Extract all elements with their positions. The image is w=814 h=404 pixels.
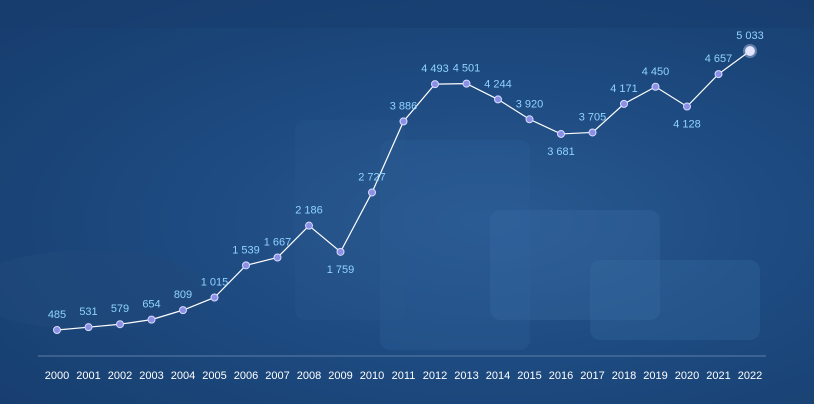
data-point-2015 bbox=[525, 115, 534, 124]
data-point-2017 bbox=[588, 128, 597, 137]
data-label-2001: 531 bbox=[79, 306, 97, 318]
x-tick-label-2019: 2019 bbox=[643, 370, 667, 382]
data-label-2018: 4 171 bbox=[610, 83, 638, 95]
x-tick-label-2013: 2013 bbox=[454, 370, 478, 382]
x-tick-label-2021: 2021 bbox=[706, 370, 730, 382]
data-point-2021 bbox=[714, 70, 723, 79]
data-label-2009: 1 759 bbox=[327, 264, 355, 276]
x-tick-label-2012: 2012 bbox=[423, 370, 447, 382]
data-point-2008 bbox=[305, 221, 313, 230]
x-tick-label-2020: 2020 bbox=[675, 370, 699, 382]
data-label-2017: 3 705 bbox=[579, 111, 607, 123]
x-tick-label-2009: 2009 bbox=[328, 370, 352, 382]
data-point-2018 bbox=[620, 99, 628, 108]
x-tick-label-2008: 2008 bbox=[297, 370, 321, 382]
x-tick-label-2004: 2004 bbox=[171, 370, 195, 382]
data-label-2003: 654 bbox=[142, 299, 160, 311]
data-point-2007 bbox=[273, 253, 282, 262]
x-tick-label-2015: 2015 bbox=[517, 370, 541, 382]
x-tick-label-2010: 2010 bbox=[360, 370, 384, 382]
data-label-2016: 3 681 bbox=[547, 146, 575, 158]
x-tick-label-2017: 2017 bbox=[580, 370, 604, 382]
data-point-2003 bbox=[147, 315, 156, 324]
data-label-2006: 1 539 bbox=[232, 244, 260, 256]
data-point-2016 bbox=[557, 129, 565, 138]
data-label-2000: 485 bbox=[48, 309, 66, 321]
data-point-2014 bbox=[494, 95, 502, 104]
data-point-2013 bbox=[462, 79, 471, 88]
data-label-2014: 4 244 bbox=[484, 78, 512, 90]
x-tick-label-2007: 2007 bbox=[265, 370, 289, 382]
data-point-2010 bbox=[368, 188, 376, 197]
data-point-2022 bbox=[745, 46, 755, 56]
data-labels: 485 531 579 654 809 1 015 1 539 1 667 2 186 1 759… bbox=[48, 30, 764, 321]
data-point-2001 bbox=[84, 323, 93, 332]
data-point-2006 bbox=[242, 261, 250, 270]
data-label-2021: 4 657 bbox=[705, 53, 733, 65]
x-tick-label-2022: 2022 bbox=[738, 370, 762, 382]
data-label-2019: 4 450 bbox=[642, 66, 670, 78]
data-point-2002 bbox=[116, 320, 124, 329]
x-tick-label-2003: 2003 bbox=[139, 370, 163, 382]
data-label-2005: 1 015 bbox=[201, 276, 229, 288]
x-tick-label-2011: 2011 bbox=[392, 370, 416, 382]
data-label-2007: 1 667 bbox=[264, 236, 292, 248]
data-label-2010: 2 727 bbox=[358, 171, 386, 183]
data-label-2013: 4 501 bbox=[453, 63, 481, 75]
x-tick-label-2001: 2001 bbox=[76, 370, 100, 382]
data-point-2005 bbox=[210, 293, 219, 302]
x-tick-label-2002: 2002 bbox=[108, 370, 132, 382]
x-tick-label-2018: 2018 bbox=[612, 370, 636, 382]
data-point-2020 bbox=[683, 102, 691, 111]
data-label-2012: 4 493 bbox=[421, 63, 449, 75]
series-line bbox=[56, 50, 751, 331]
data-point-2019 bbox=[651, 82, 660, 91]
data-point-2009 bbox=[336, 247, 345, 256]
x-tick-labels: 2000 2001 2002 2003 2004 2005 2006 2007 2008 2009… bbox=[45, 370, 762, 382]
x-tick-label-2006: 2006 bbox=[234, 370, 258, 382]
data-label-2020: 4 128 bbox=[673, 119, 701, 131]
x-tick-label-2000: 2000 bbox=[45, 370, 69, 382]
data-point-2004 bbox=[179, 306, 187, 315]
data-points bbox=[53, 44, 757, 334]
data-point-2011 bbox=[399, 117, 408, 126]
data-label-2002: 579 bbox=[111, 303, 129, 315]
x-tick-label-2005: 2005 bbox=[202, 370, 226, 382]
data-label-2011: 3 886 bbox=[390, 100, 418, 112]
data-label-2008: 2 186 bbox=[295, 205, 323, 217]
data-point-2000 bbox=[53, 326, 61, 334]
data-point-2012 bbox=[431, 80, 439, 89]
data-label-2015: 3 920 bbox=[516, 98, 544, 110]
x-tick-label-2016: 2016 bbox=[549, 370, 573, 382]
data-label-2004: 809 bbox=[174, 289, 192, 301]
data-label-2022: 5 033 bbox=[736, 30, 764, 42]
x-tick-label-2014: 2014 bbox=[486, 370, 510, 382]
